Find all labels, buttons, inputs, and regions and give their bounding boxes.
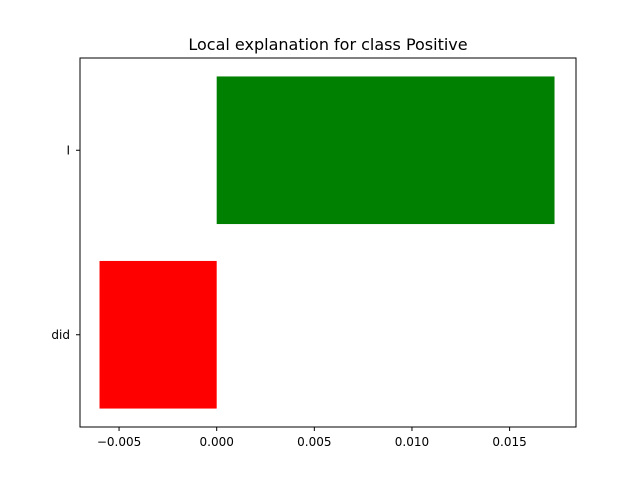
x-axis: −0.005 0.000 0.005 0.010 0.015: [97, 427, 527, 449]
plot-frame: [79, 57, 577, 428]
chart-title: Local explanation for class Positive: [188, 35, 467, 54]
x-tick-label: 0.005: [297, 435, 331, 449]
y-tick-label: did: [51, 328, 70, 342]
bar-did: [99, 260, 217, 409]
x-tick-label: 0.015: [492, 435, 526, 449]
x-tick-label: 0.000: [200, 435, 234, 449]
bar-i: [216, 76, 555, 225]
y-tick-label: I: [66, 143, 70, 157]
x-tick-label: −0.005: [97, 435, 141, 449]
x-tick-label: 0.010: [395, 435, 429, 449]
bars-layer: [99, 76, 555, 409]
